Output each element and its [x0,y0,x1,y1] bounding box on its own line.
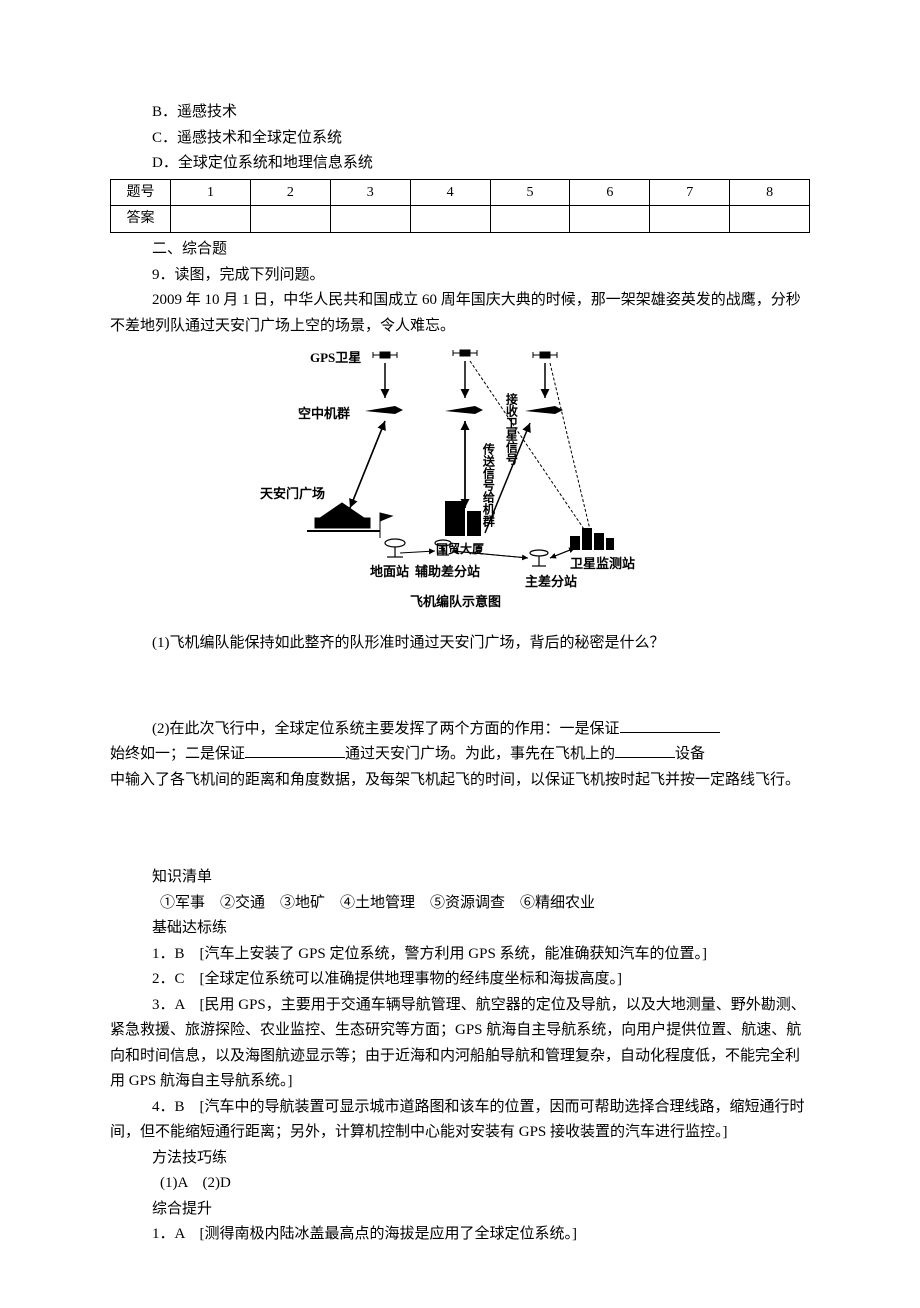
option-c: C．遥感技术和全球定位系统 [152,126,810,152]
label-tiananmen: 天安门广场 [260,483,325,505]
diagram-caption: 飞机编队示意图 [410,591,501,613]
label-gps: GPS卫星 [310,347,361,369]
table-cell: 8 [730,179,810,206]
question-9-2-cont2: 中输入了各飞机间的距离和角度数据，及每架飞机起飞的时间，以保证飞机按时起飞并按一… [110,768,810,794]
q9-2-text-c: 通过天安门广场。为此，事先在飞机上的 [345,746,615,762]
answer-4: 4．B [汽车中的导航装置可显示城市道路图和该车的位置，因而可帮助选择合理线路，… [110,1095,810,1146]
table-cell: 1 [171,179,251,206]
method-answer: (1)A (2)D [160,1171,810,1197]
label-sat-monitor: 卫星监测站 [570,553,635,575]
label-send: 传送信号给机群 [478,443,498,527]
answers-heading-3: 方法技巧练 [110,1146,810,1172]
table-cell [490,206,570,233]
q9-2-text-d: 设备 [675,746,705,762]
table-cell: 5 [490,179,570,206]
label-aircraft: 空中机群 [298,403,350,425]
answers-heading-2: 基础达标练 [110,916,810,942]
question-9-2-cont: 始终如一；二是保证 通过天安门广场。为此，事先在飞机上的 设备 [110,742,810,768]
table-cell: 2 [250,179,330,206]
option-b: B．遥感技术 [152,100,810,126]
blank-field [620,732,720,733]
table-cell: 7 [650,179,730,206]
answers-heading-4: 综合提升 [110,1197,810,1223]
table-cell [171,206,251,233]
label-sub-diff: 辅助差分站 [415,561,480,583]
question-9-1: (1)飞机编队能保持如此整齐的队形准时通过天安门广场，背后的秘密是什么？ [110,631,810,657]
table-cell [570,206,650,233]
answers-list: ①军事 ②交通 ③地矿 ④土地管理 ⑤资源调查 ⑥精细农业 [160,891,810,917]
table-cell: 题号 [111,179,171,206]
blank-field [245,757,345,758]
comprehensive-1: 1．A [测得南极内陆冰盖最高点的海拔是应用了全球定位系统。] [110,1222,810,1248]
label-guomao: 国贸大厦 [436,539,484,559]
table-cell [250,206,330,233]
table-cell: 4 [410,179,490,206]
label-ground: 地面站 [370,561,409,583]
answer-3: 3．A [民用 GPS，主要用于交通车辆导航管理、航空器的定位及导航，以及大地测… [110,993,810,1095]
table-cell: 答案 [111,206,171,233]
answers-heading-1: 知识清单 [110,865,810,891]
table-cell [730,206,810,233]
question-9-context: 2009 年 10 月 1 日，中华人民共和国成立 60 周年国庆大典的时候，那… [110,288,810,339]
section-heading: 二、综合题 [110,237,810,263]
table-row: 答案 [111,206,810,233]
answer-2: 2．C [全球定位系统可以准确提供地理事物的经纬度坐标和海拔高度。] [110,967,810,993]
blank-field [615,757,675,758]
q9-2-text-b: 始终如一；二是保证 [110,746,245,762]
diagram-container: GPS卫星 空中机群 天安门广场 地面站 辅助差分站 国贸大厦 主差分站 卫星监… [110,343,810,613]
table-cell [330,206,410,233]
table-cell [410,206,490,233]
aircraft-formation-diagram: GPS卫星 空中机群 天安门广场 地面站 辅助差分站 国贸大厦 主差分站 卫星监… [270,343,650,613]
table-cell [650,206,730,233]
answer-1: 1．B [汽车上安装了 GPS 定位系统，警方利用 GPS 系统，能准确获知汽车… [110,942,810,968]
table-row: 题号 1 2 3 4 5 6 7 8 [111,179,810,206]
answer-table: 题号 1 2 3 4 5 6 7 8 答案 [110,179,810,234]
q9-2-text-a: (2)在此次飞行中，全球定位系统主要发挥了两个方面的作用：一是保证 [152,721,620,737]
option-d: D．全球定位系统和地理信息系统 [152,151,810,177]
question-9-prompt: 9．读图，完成下列问题。 [110,263,810,289]
table-cell: 3 [330,179,410,206]
question-9-2: (2)在此次飞行中，全球定位系统主要发挥了两个方面的作用：一是保证 [110,717,810,743]
label-recv: 接收卫星信号 [501,393,521,465]
table-cell: 6 [570,179,650,206]
